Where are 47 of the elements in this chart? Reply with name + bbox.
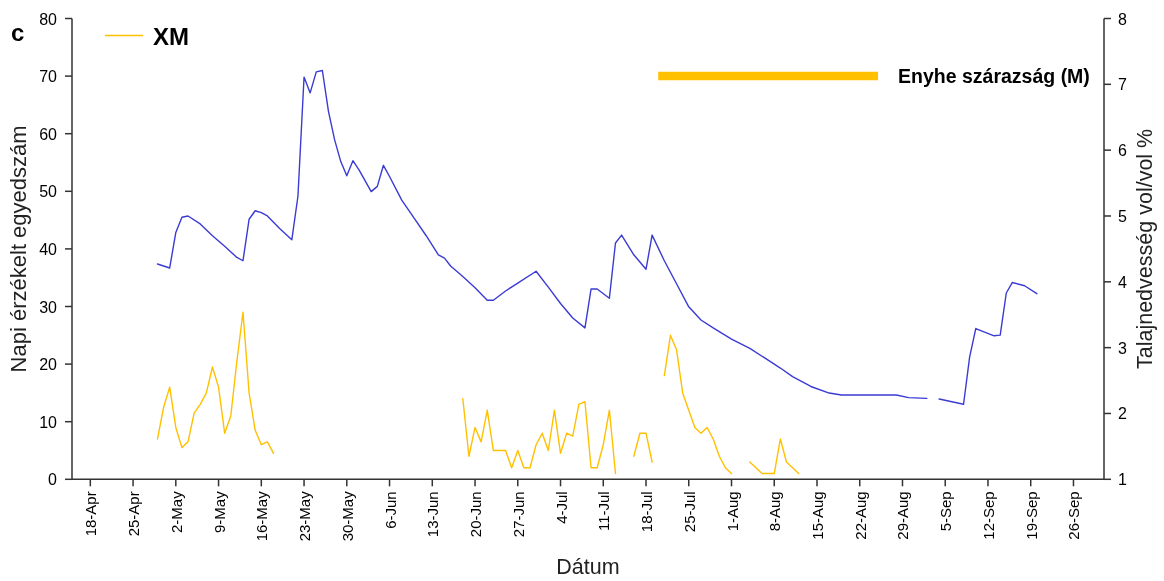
y2-tick-label: 1 — [1118, 470, 1127, 488]
y-axis-title: Napi érzékelt egyedszám — [6, 125, 31, 373]
x-tick-label: 25-Jul — [680, 491, 698, 533]
x-tick-label: 25-Apr — [124, 491, 142, 537]
y-tick-label: 20 — [39, 355, 58, 373]
x-tick-label: 27-Jun — [509, 491, 527, 538]
y-tick-label: 30 — [39, 298, 58, 315]
legend-label: XM — [153, 22, 189, 49]
x-tick-label: 4-Jul — [552, 491, 570, 524]
x-tick-label: 20-Jun — [466, 491, 484, 538]
x-tick-label: 12-Sep — [979, 491, 997, 540]
x-tick-label: 15-Aug — [808, 491, 826, 540]
y2-tick-label: 4 — [1118, 273, 1127, 291]
y-tick-label: 10 — [39, 413, 58, 431]
x-tick-label: 29-Aug — [893, 491, 911, 540]
x-tick-label: 18-Apr — [81, 491, 99, 537]
y2-tick-label: 2 — [1118, 404, 1127, 422]
x-tick-label: 16-May — [252, 490, 270, 542]
y-tick-label: 0 — [48, 470, 58, 488]
series-label: Enyhe szárazság (M) — [898, 65, 1090, 88]
y2-tick-label: 6 — [1118, 141, 1127, 159]
x-tick-label: 30-May — [338, 490, 356, 542]
x-tick-label: 22-Aug — [851, 491, 869, 540]
x-tick-label: 8-Aug — [765, 491, 783, 532]
x-tick-label: 2-May — [167, 490, 185, 533]
x-tick-label: 23-May — [295, 490, 313, 542]
x-axis-title: Dátum — [556, 555, 620, 579]
x-tick-label: 26-Sep — [1064, 491, 1082, 540]
text: c — [11, 19, 25, 46]
x-tick-label: 13-Jun — [423, 491, 441, 538]
x-tick-label: 1-Aug — [723, 491, 740, 532]
y-tick-label: 70 — [39, 67, 58, 85]
y-tick-label: 50 — [39, 182, 58, 200]
y-tick-label: 60 — [39, 125, 58, 143]
y2-tick-label: 5 — [1118, 207, 1127, 225]
x-tick-label: 18-Jul — [637, 491, 655, 533]
x-tick-label: 5-Sep — [936, 491, 954, 532]
y2-tick-label: 7 — [1118, 75, 1127, 93]
x-tick-label: 19-Sep — [1022, 491, 1040, 540]
y2-axis-title: Talajnedvesség vol/vol % — [1133, 128, 1157, 370]
y2-tick-label: 3 — [1118, 339, 1127, 357]
x-tick-label: 11-Jul — [594, 491, 612, 532]
y-tick-label: 80 — [39, 10, 58, 27]
x-tick-label: 9-May — [210, 490, 228, 533]
x-tick-label: 6-Jun — [381, 491, 399, 529]
y2-tick-label: 8 — [1118, 10, 1127, 27]
y-tick-label: 40 — [39, 240, 58, 258]
